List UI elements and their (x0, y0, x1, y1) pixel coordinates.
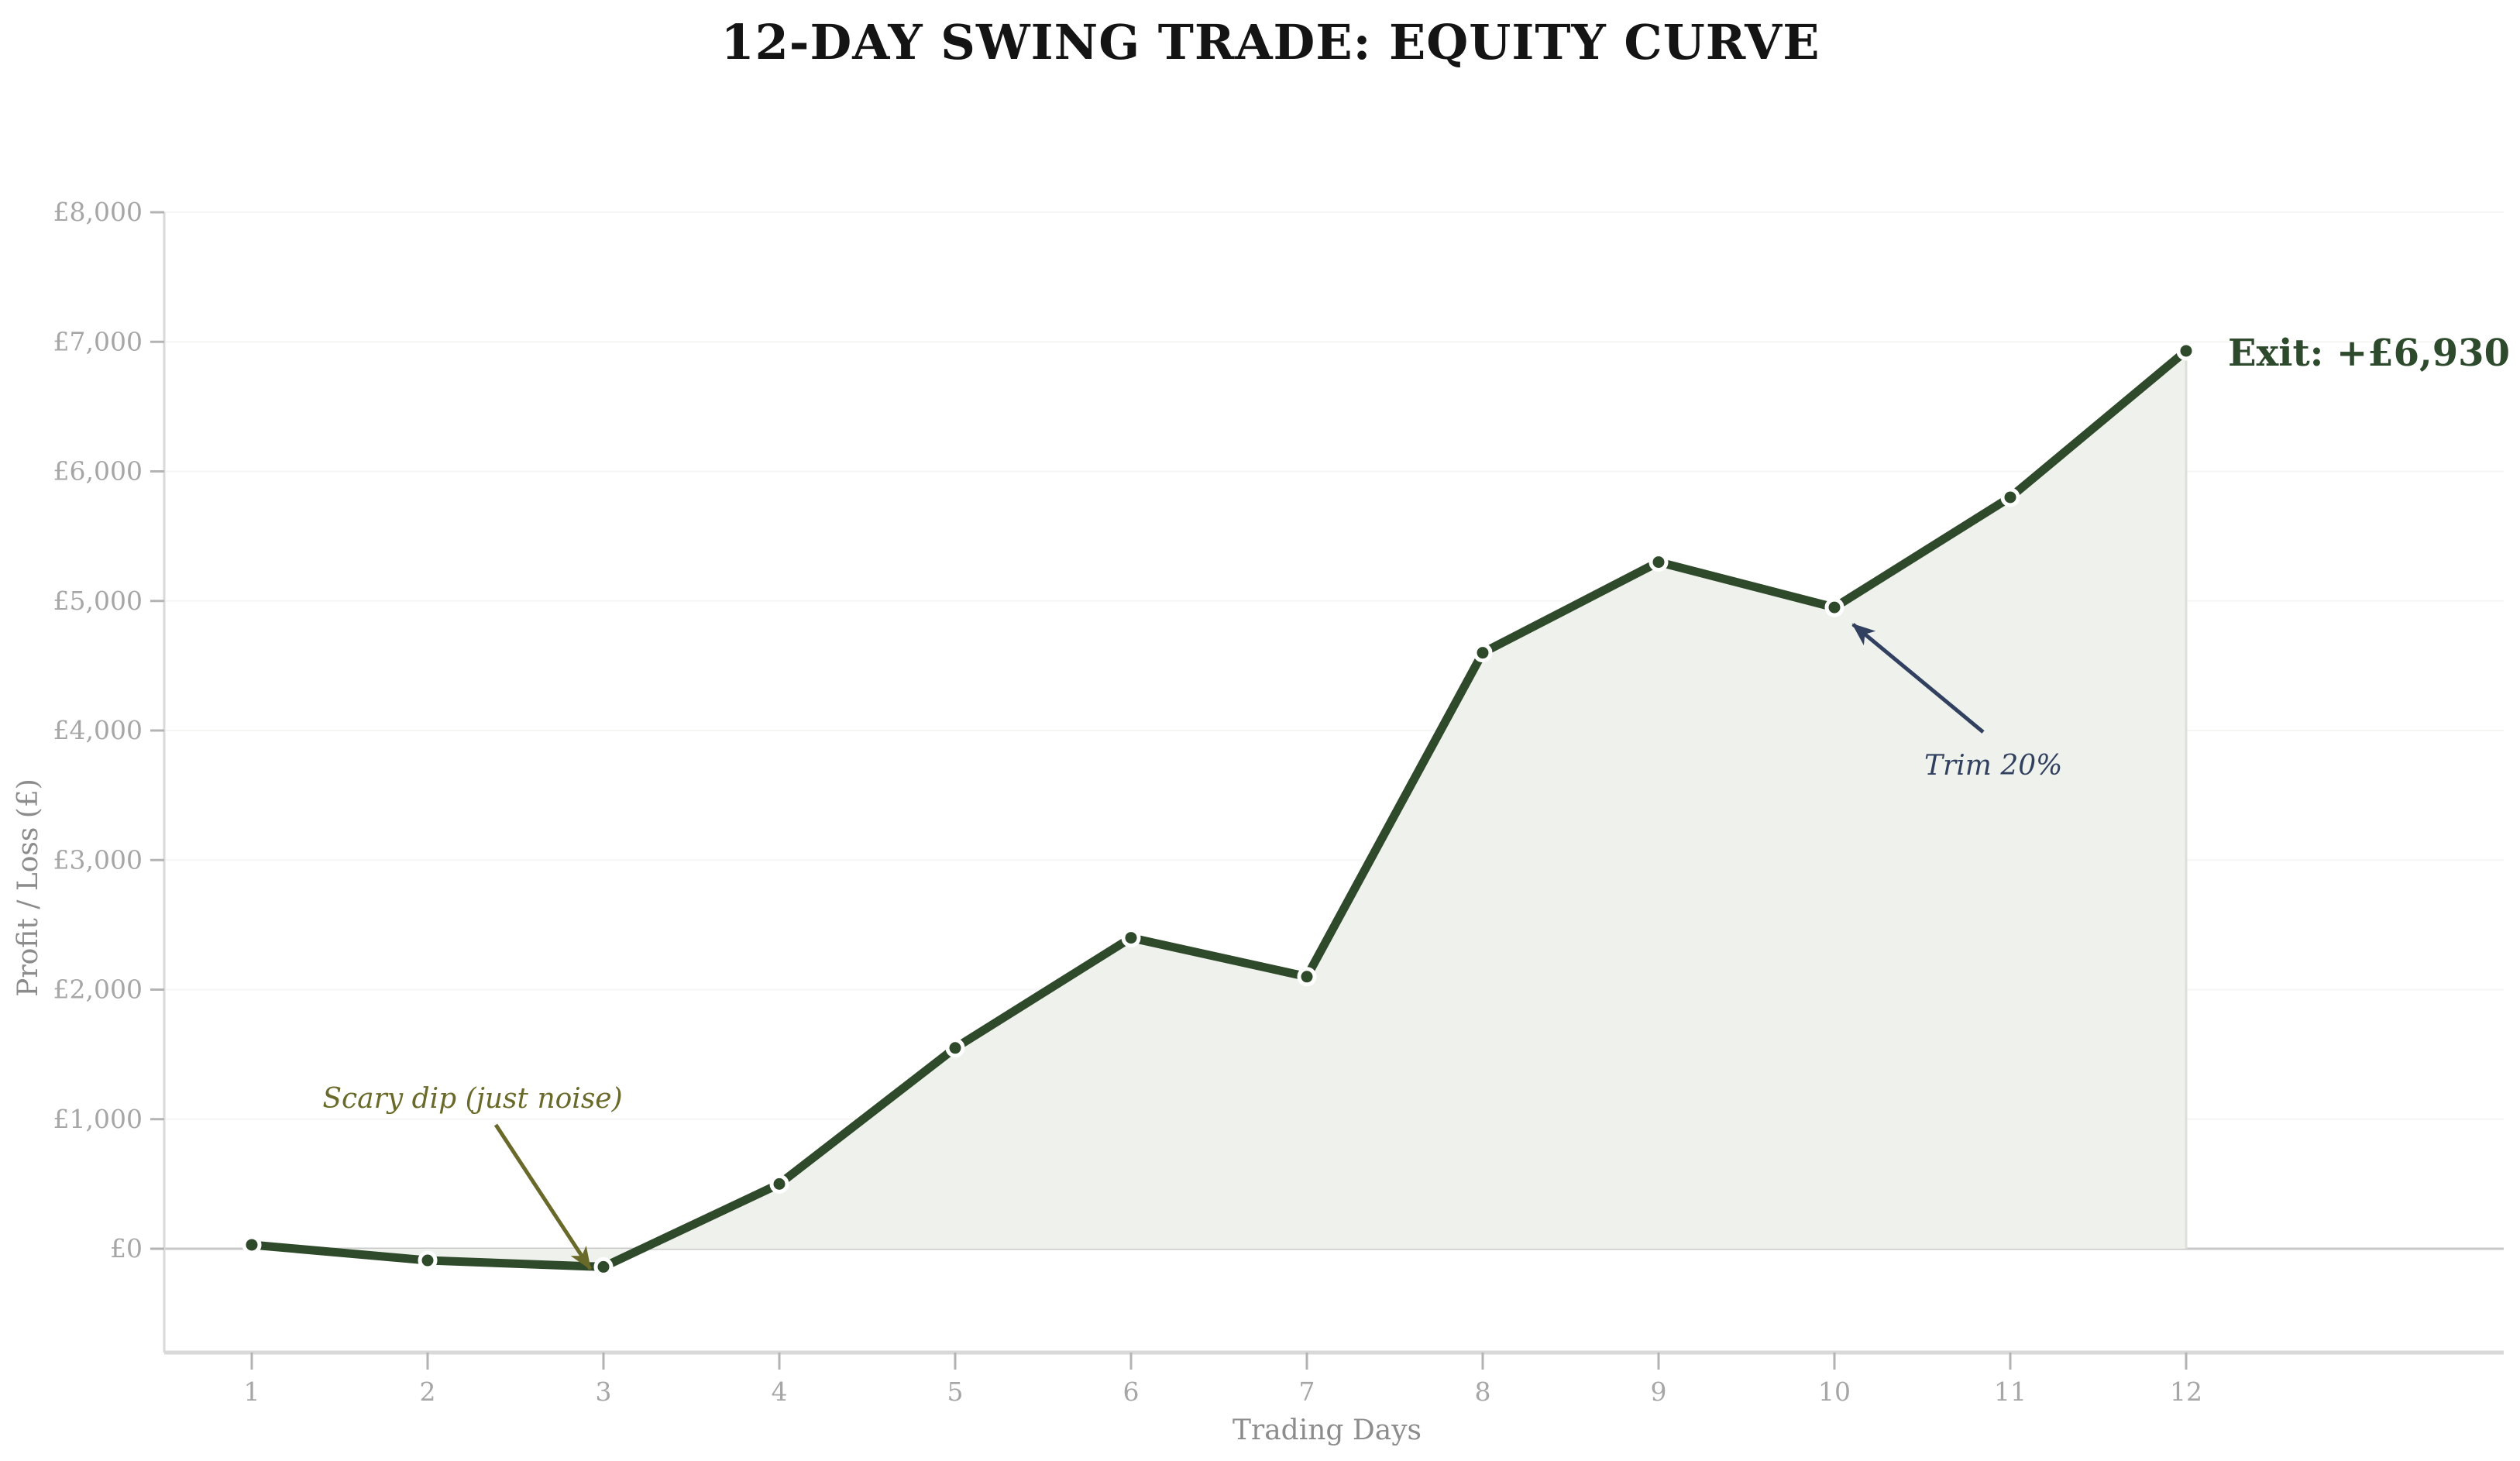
plot-area (247, 346, 2191, 1271)
data-point-markers (242, 341, 2196, 1277)
x-tick-label: 12 (2170, 1377, 2202, 1407)
annotation-exit-label: Exit: +£6,930 (2228, 332, 2510, 375)
x-tick-label: 7 (1299, 1377, 1315, 1407)
data-point (1473, 643, 1493, 663)
data-point (769, 1174, 789, 1194)
scary-dip-arrow (493, 1123, 593, 1270)
y-tick-label: £8,000 (53, 197, 143, 227)
x-axis-title: Trading Days (1232, 1415, 1422, 1446)
data-point (1824, 597, 1844, 617)
x-tick-label: 9 (1651, 1377, 1667, 1407)
x-tick-label: 3 (596, 1377, 612, 1407)
y-tick-label: £5,000 (53, 586, 143, 616)
data-point (2000, 487, 2020, 507)
annotation-arrows (493, 623, 1985, 1270)
chart-title: 12-DAY SWING TRADE: EQUITY CURVE (721, 14, 1820, 70)
x-tick-label: 10 (1818, 1377, 1851, 1407)
data-point (1648, 552, 1669, 572)
x-tick-label: 8 (1475, 1377, 1491, 1407)
data-point (2176, 341, 2196, 361)
data-point (418, 1250, 438, 1270)
x-axis-ticks: 1 2 3 4 5 6 7 8 9 10 11 12 (244, 1353, 2202, 1407)
y-tick-label: £6,000 (53, 456, 143, 486)
x-tick-label: 6 (1123, 1377, 1140, 1407)
x-tick-label: 4 (772, 1377, 788, 1407)
y-axis-ticks: £0 £1,000 £2,000 £3,000 £4,000 £5,000 £6,000 £7… (53, 197, 164, 1263)
y-tick-label: £2,000 (53, 975, 143, 1005)
x-tick-label: 2 (420, 1377, 436, 1407)
y-tick-label: £0 (110, 1233, 143, 1263)
x-tick-label: 5 (947, 1377, 964, 1407)
annotation-scary-dip-label: Scary dip (just noise) (322, 1083, 622, 1115)
data-point (1297, 967, 1317, 987)
area-fill (252, 350, 2186, 1267)
data-point (1121, 928, 1141, 948)
x-tick-label: 11 (1994, 1377, 2027, 1407)
annotation-trim-label: Trim 20% (1924, 750, 2062, 782)
y-tick-label: £3,000 (53, 844, 143, 875)
x-tick-label: 1 (244, 1377, 260, 1407)
y-tick-label: £1,000 (53, 1104, 143, 1134)
data-point (945, 1038, 965, 1058)
y-tick-label: £4,000 (53, 715, 143, 745)
data-point (593, 1256, 614, 1277)
data-point (242, 1235, 262, 1255)
y-axis-title: Profit / Loss (£) (12, 779, 44, 997)
axes (163, 212, 2504, 1355)
trim-arrow (1851, 623, 1985, 734)
y-tick-label: £7,000 (53, 326, 143, 356)
